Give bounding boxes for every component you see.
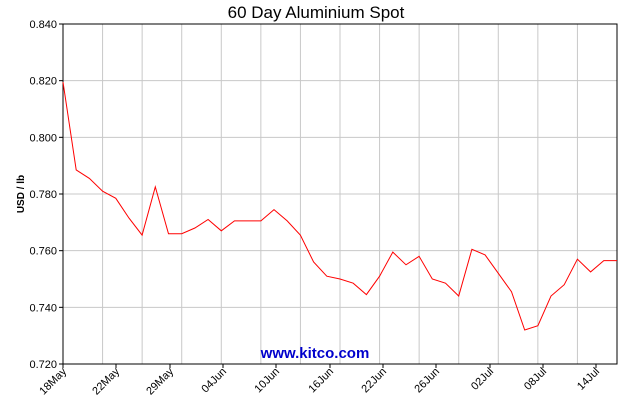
x-tick-label: 29May bbox=[144, 365, 176, 397]
x-tick-label: 22May bbox=[90, 365, 122, 397]
y-axis-label: USD / lb bbox=[16, 175, 27, 213]
y-tick-label: 0.840 bbox=[29, 19, 57, 31]
x-tick-label: 08Jul bbox=[522, 366, 549, 393]
y-tick-label: 0.720 bbox=[29, 359, 57, 371]
y-tick-label: 0.800 bbox=[29, 132, 57, 144]
y-tick-label: 0.780 bbox=[29, 189, 57, 201]
y-axis-ticks: 0.720 0.740 0.760 0.780 0.800 0.820 0.840 bbox=[29, 19, 63, 371]
x-tick-label: 14Jul bbox=[575, 366, 602, 393]
y-tick-label: 0.820 bbox=[29, 76, 57, 88]
x-tick-label: 22Jun bbox=[359, 366, 389, 396]
y-tick-label: 0.760 bbox=[29, 246, 57, 258]
x-tick-label: 02Jul bbox=[469, 366, 496, 393]
chart-title: 60 Day Aluminium Spot bbox=[228, 3, 405, 22]
grid-lines bbox=[63, 24, 617, 364]
x-axis-ticks: 18May 22May 29May 04Jun 10Jun 16Jun 22Jun 26Jun… bbox=[37, 364, 602, 397]
x-tick-label: 04Jun bbox=[199, 366, 229, 396]
x-tick-label: 26Jun bbox=[412, 366, 442, 396]
x-tick-label: 10Jun bbox=[252, 366, 282, 396]
series-line bbox=[62, 82, 617, 331]
y-tick-label: 0.740 bbox=[29, 302, 57, 314]
x-tick-label: 16Jun bbox=[306, 366, 336, 396]
watermark-text: www.kitco.com bbox=[260, 345, 370, 362]
